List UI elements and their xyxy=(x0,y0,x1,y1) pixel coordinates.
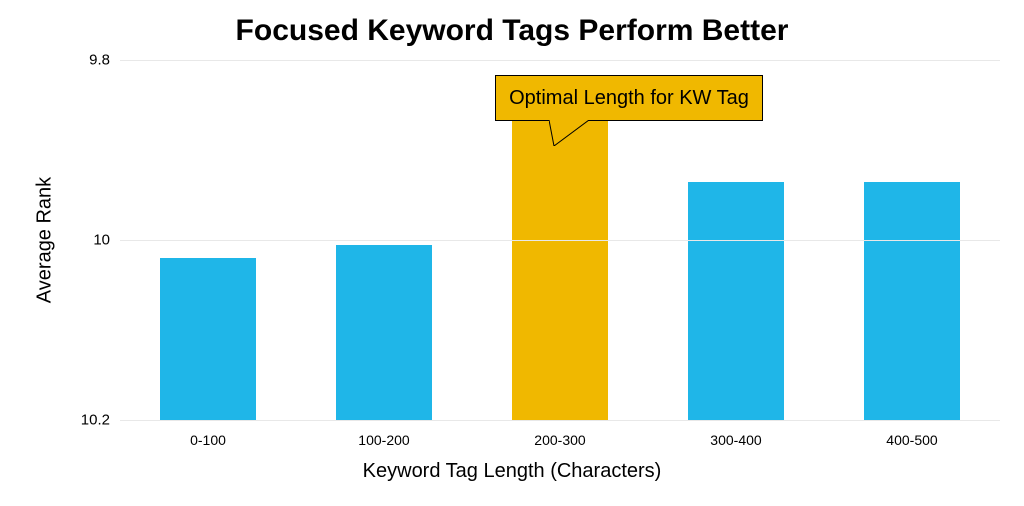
bar-highlight xyxy=(512,101,609,421)
gridline xyxy=(120,420,1000,421)
chart-root: Focused Keyword Tags Perform Better Aver… xyxy=(0,0,1024,506)
callout: Optimal Length for KW Tag xyxy=(495,75,763,121)
gridline xyxy=(120,240,1000,241)
y-tick-label: 10 xyxy=(93,232,120,249)
gridline xyxy=(120,60,1000,61)
bar xyxy=(688,182,785,421)
y-tick-label: 10.2 xyxy=(81,412,120,429)
chart-title: Focused Keyword Tags Perform Better xyxy=(0,14,1024,48)
callout-box: Optimal Length for KW Tag xyxy=(495,75,763,121)
bar xyxy=(864,182,961,421)
x-tick-label: 100-200 xyxy=(296,420,472,448)
x-tick-label: 200-300 xyxy=(472,420,648,448)
x-tick-label: 300-400 xyxy=(648,420,824,448)
bar xyxy=(336,245,433,421)
y-axis-label: Average Rank xyxy=(34,177,57,303)
callout-text: Optimal Length for KW Tag xyxy=(509,87,749,110)
x-axis-label: Keyword Tag Length (Characters) xyxy=(0,460,1024,483)
x-tick-label: 0-100 xyxy=(120,420,296,448)
y-tick-label: 9.8 xyxy=(89,52,120,69)
callout-tail-icon xyxy=(549,120,589,146)
x-tick-label: 400-500 xyxy=(824,420,1000,448)
bar xyxy=(160,258,257,420)
